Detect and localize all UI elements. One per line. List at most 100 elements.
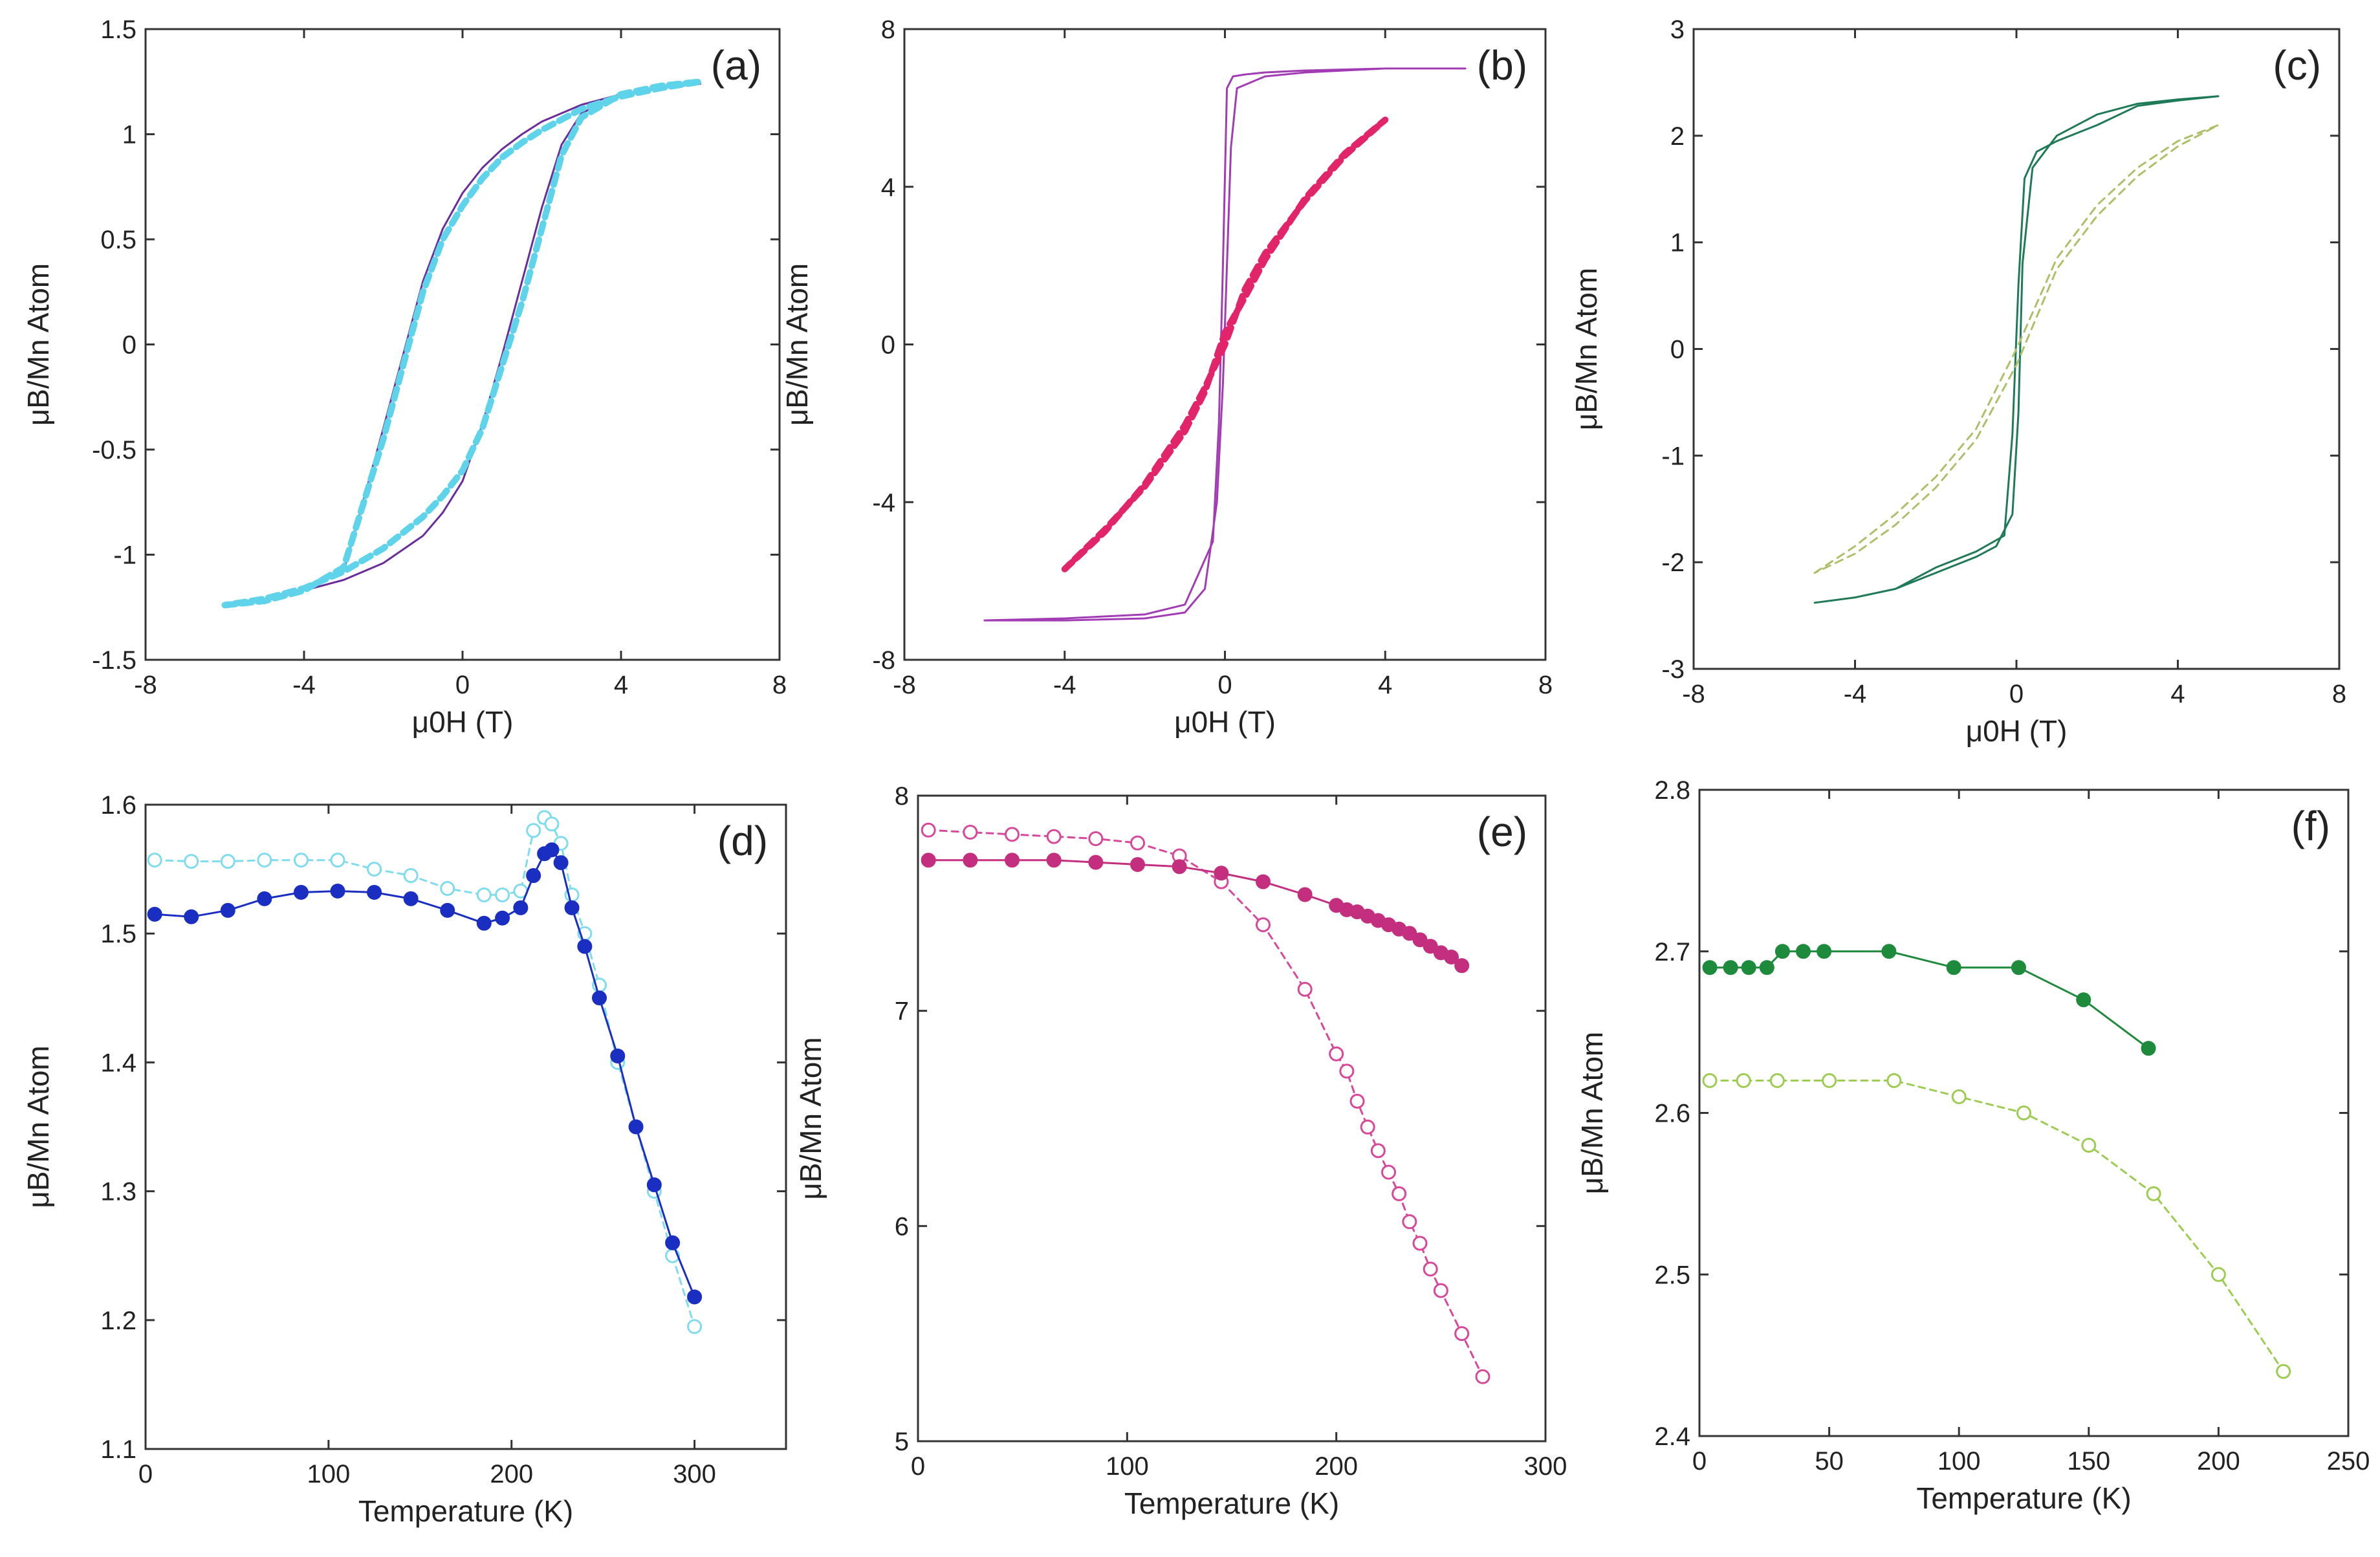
data-point bbox=[1817, 944, 1832, 959]
data-point bbox=[1822, 1073, 1837, 1089]
x-tick-label: -8 bbox=[1682, 680, 1705, 708]
y-tick-label: -4 bbox=[872, 488, 895, 517]
data-point bbox=[1736, 1073, 1751, 1089]
data-point bbox=[2211, 1267, 2226, 1282]
data-point bbox=[610, 1048, 626, 1063]
y-tick-label: 2.5 bbox=[1654, 1261, 1690, 1289]
series-line bbox=[1813, 124, 2220, 574]
y-tick-label: -1.5 bbox=[92, 646, 136, 675]
panel-label: (d) bbox=[717, 818, 768, 864]
series-line bbox=[153, 849, 696, 1298]
data-point bbox=[1046, 853, 1062, 868]
data-point bbox=[147, 906, 162, 922]
data-point bbox=[1759, 960, 1774, 975]
data-point bbox=[495, 887, 510, 902]
x-tick-label: 100 bbox=[1106, 1452, 1149, 1481]
panel-b: -8 -4 0 4 8 -8 -4 0 4 8 μ0H (T) μB/Mn Atom (b) bbox=[780, 16, 1553, 739]
x-tick-label: 0 bbox=[1217, 671, 1232, 699]
data-point bbox=[591, 990, 607, 1006]
panel-f: 0 50 100 150 200 250 2.4 2.5 2.6 2.7 2.8 Temperatur… bbox=[1575, 776, 2370, 1515]
x-tick-label: -8 bbox=[893, 671, 916, 699]
y-tick-label: 0 bbox=[122, 331, 136, 360]
x-tick-label: 200 bbox=[490, 1460, 533, 1488]
data-point bbox=[257, 853, 272, 868]
data-point bbox=[1702, 960, 1718, 975]
x-tick-label: 250 bbox=[2327, 1447, 2370, 1475]
plot-frame bbox=[917, 794, 1547, 1443]
x-tick-label: 200 bbox=[1315, 1452, 1358, 1481]
y-axis-label: μB/Mn Atom bbox=[1569, 268, 1603, 430]
y-tick-label: -8 bbox=[872, 646, 895, 675]
data-point bbox=[2081, 1137, 2097, 1153]
x-tick-label: 0 bbox=[455, 671, 470, 699]
data-point bbox=[1402, 1214, 1417, 1230]
data-point bbox=[403, 891, 419, 906]
y-tick-label: -2 bbox=[1661, 549, 1685, 577]
data-point bbox=[147, 853, 162, 868]
data-point bbox=[1370, 1143, 1386, 1159]
y-tick-label: 1.1 bbox=[100, 1435, 136, 1464]
data-point bbox=[440, 902, 455, 918]
data-point bbox=[330, 853, 345, 868]
data-point bbox=[665, 1235, 681, 1250]
series-line bbox=[221, 78, 704, 609]
data-point bbox=[1046, 829, 1062, 844]
y-tick-label: 1 bbox=[122, 121, 136, 149]
y-tick-label: 1.2 bbox=[100, 1307, 136, 1335]
panel-label: (a) bbox=[711, 42, 761, 89]
x-tick-label: -4 bbox=[1844, 680, 1867, 708]
x-tick-label: 50 bbox=[1815, 1447, 1844, 1475]
data-point bbox=[544, 816, 560, 832]
x-axis-label: Temperature (K) bbox=[1124, 1486, 1339, 1520]
data-point bbox=[526, 823, 541, 838]
x-tick-label: 200 bbox=[2197, 1447, 2240, 1475]
y-tick-label: 0 bbox=[1670, 336, 1685, 364]
series-line bbox=[1813, 95, 2220, 604]
data-point bbox=[921, 822, 936, 838]
y-tick-label: 1.6 bbox=[100, 791, 136, 820]
y-tick-label: 0.5 bbox=[100, 226, 136, 254]
data-point bbox=[440, 880, 455, 896]
y-tick-label: 3 bbox=[1670, 16, 1685, 44]
data-point bbox=[1795, 944, 1811, 959]
data-point bbox=[367, 884, 382, 900]
y-tick-label: 1 bbox=[1670, 229, 1685, 257]
x-tick-label: 8 bbox=[2332, 680, 2346, 708]
data-point bbox=[687, 1319, 703, 1334]
data-point bbox=[1329, 1046, 1344, 1062]
y-tick-label: 8 bbox=[881, 16, 895, 44]
y-tick-label: -0.5 bbox=[92, 436, 136, 464]
x-tick-label: 300 bbox=[1524, 1452, 1567, 1481]
data-point bbox=[1172, 859, 1187, 875]
data-point bbox=[1088, 831, 1104, 847]
series-line bbox=[927, 859, 1463, 967]
data-point bbox=[2016, 1105, 2031, 1120]
data-point bbox=[403, 868, 419, 884]
panel-label: (f) bbox=[2291, 803, 2330, 849]
x-tick-label: 8 bbox=[772, 671, 787, 699]
series-line bbox=[1061, 116, 1389, 572]
x-axis-label: μ0H (T) bbox=[412, 705, 514, 739]
y-tick-label: 1.4 bbox=[100, 1049, 136, 1077]
data-point bbox=[1444, 950, 1459, 964]
x-axis-label: Temperature (K) bbox=[1916, 1481, 2131, 1515]
x-tick-label: 4 bbox=[614, 671, 628, 699]
y-tick-label: 2.8 bbox=[1654, 776, 1690, 805]
data-point bbox=[921, 853, 936, 868]
data-point bbox=[1423, 1261, 1438, 1277]
data-point bbox=[553, 855, 569, 871]
data-point bbox=[184, 854, 199, 869]
y-tick-label: -1 bbox=[113, 541, 136, 570]
data-point bbox=[1454, 1326, 1470, 1342]
x-axis-label: μ0H (T) bbox=[1966, 714, 2068, 748]
panel-c: -8 -4 0 4 8 -3 -2 -1 0 1 2 3 μ0H (T) μB/Mn Atom (c) bbox=[1569, 16, 2346, 748]
data-point bbox=[257, 891, 272, 906]
data-point bbox=[1349, 1093, 1365, 1109]
x-axis-label: μ0H (T) bbox=[1174, 705, 1276, 739]
y-tick-label: 6 bbox=[895, 1212, 909, 1241]
data-point bbox=[1256, 917, 1271, 933]
data-point bbox=[184, 909, 199, 924]
x-tick-label: 300 bbox=[673, 1460, 716, 1488]
data-point bbox=[1360, 1119, 1375, 1135]
x-tick-label: 100 bbox=[1938, 1447, 1981, 1475]
